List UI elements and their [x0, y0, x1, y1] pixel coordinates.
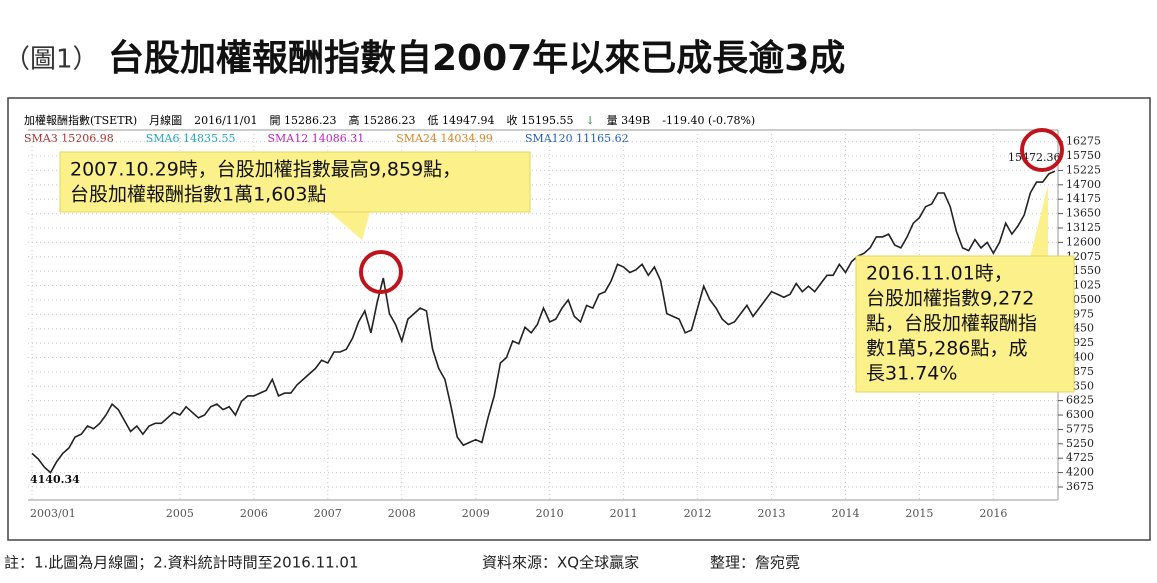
y-tick-label: 11025 [1066, 279, 1101, 292]
header-item: 高 15286.23 [349, 113, 416, 127]
indicator-label: SMA24 14034.99 [396, 132, 493, 145]
header-item: 加權報酬指數(TSETR) [24, 113, 137, 127]
y-tick-label: 5250 [1066, 437, 1094, 450]
header-item: 月線圖 [149, 113, 182, 127]
callout-text: 2016.11.01時， [866, 263, 1013, 285]
indicator-label: SMA3 15206.98 [24, 132, 114, 145]
x-tick-label: 2013 [758, 507, 786, 520]
header-item: 量 349B [607, 114, 651, 127]
y-tick-label: 10500 [1066, 293, 1101, 306]
title: 台股加權報酬指數自2007年以來已成長逾3成 [108, 38, 845, 79]
y-tick-label: 5775 [1066, 422, 1094, 435]
callout-text: 數1萬5,286點，成 [866, 338, 1027, 360]
x-tick-label: 2003/01 [30, 507, 76, 520]
x-tick-label: 2005 [166, 507, 194, 520]
footer-source: 資料來源：XQ全球贏家 [482, 554, 639, 572]
y-tick-label: 4725 [1066, 451, 1094, 464]
y-tick-label: 15225 [1066, 163, 1101, 176]
header-item: ↓ [585, 114, 594, 127]
callout-text: 台股加權報酬指數1萬1,603點 [70, 184, 326, 206]
y-tick-label: 12075 [1066, 250, 1101, 263]
x-tick-label: 2012 [684, 507, 712, 520]
header-item: -119.40 (-0.78%) [662, 114, 755, 127]
y-tick-label: 6300 [1066, 408, 1094, 421]
callout-pointer [1030, 185, 1048, 258]
header-item: 低 14947.94 [427, 114, 494, 127]
header-item: 開 15286.23 [270, 114, 337, 127]
header-item: 收 15195.55 [506, 113, 573, 127]
price-line [31, 170, 1056, 474]
y-tick-label: 16275 [1066, 135, 1101, 148]
x-tick-label: 2006 [240, 507, 268, 520]
highlight-circle [359, 250, 403, 294]
x-tick-label: 2016 [979, 507, 1007, 520]
y-tick-label: 12600 [1066, 235, 1101, 248]
y-tick-label: 14175 [1066, 192, 1101, 205]
title-prefix: （圖1） [4, 45, 99, 75]
x-tick-label: 2008 [388, 507, 416, 520]
callout-pointer [330, 212, 370, 240]
y-tick-label: 13650 [1066, 207, 1101, 220]
indicator-label: SMA120 11165.62 [525, 132, 629, 145]
y-tick-label: 11550 [1066, 264, 1101, 277]
header-item: 2016/11/01 [194, 114, 257, 127]
callout-text: 2007.10.29時，台股加權指數最高9,859點， [70, 159, 461, 181]
y-tick-label: 15750 [1066, 149, 1101, 162]
x-tick-label: 2014 [831, 507, 859, 520]
y-tick-label: 6825 [1066, 394, 1094, 407]
max-label: 15472.36 [1008, 151, 1061, 164]
x-tick-label: 2009 [462, 507, 490, 520]
x-tick-label: 2010 [536, 507, 564, 520]
indicator-label: SMA6 14835.55 [146, 132, 236, 145]
y-tick-label: 14700 [1066, 178, 1101, 191]
min-label: 4140.34 [30, 473, 80, 486]
x-tick-label: 2015 [905, 507, 933, 520]
indicator-label: SMA12 14086.31 [267, 132, 364, 145]
callout-text: 長31.74% [866, 363, 957, 385]
x-tick-label: 2007 [314, 507, 342, 520]
callout-box [59, 151, 531, 213]
footer-editor: 整理：詹宛霓 [710, 554, 800, 572]
y-tick-label: 4200 [1066, 466, 1094, 479]
highlight-circle [1020, 128, 1064, 172]
y-tick-label: 13125 [1066, 221, 1101, 234]
x-tick-label: 2011 [610, 507, 638, 520]
footer-note: 註：1.此圖為月線圖；2.資料統計時間至2016.11.01 [4, 554, 359, 572]
y-tick-label: 3675 [1066, 480, 1094, 493]
callout-text: 點，台股加權報酬指 [866, 313, 1037, 335]
callout-box [855, 255, 1075, 393]
callout-text: 台股加權指數9,272 [866, 288, 1034, 310]
